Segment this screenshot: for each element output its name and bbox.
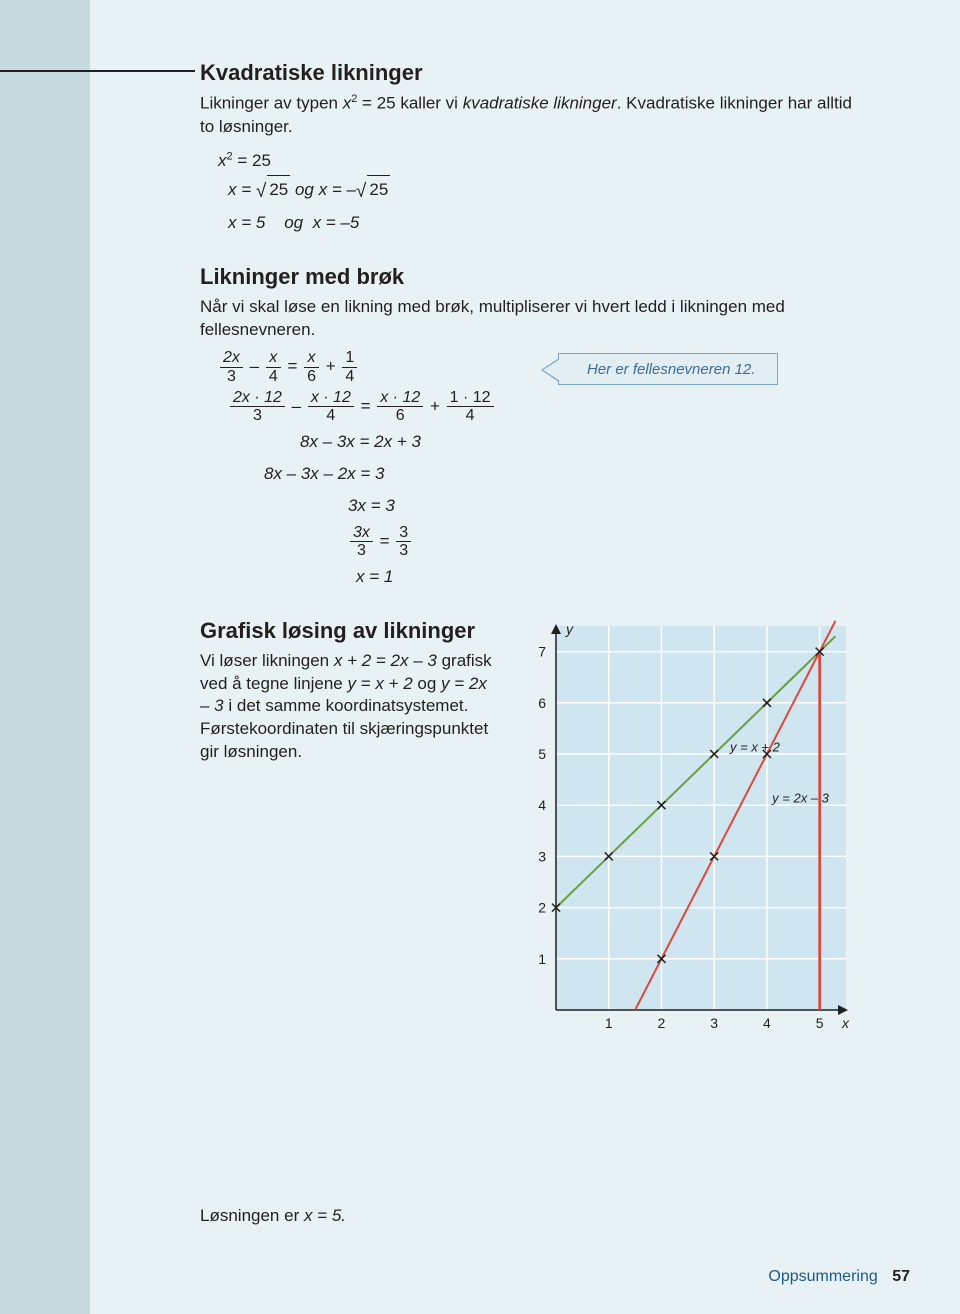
f2d2: 4 <box>308 407 354 425</box>
sec2: Likninger med brøk Når vi skal løse en l… <box>200 264 860 592</box>
svg-text:1: 1 <box>538 950 546 966</box>
f2n3: x · 12 <box>377 389 423 408</box>
svg-text:y: y <box>565 621 574 637</box>
sec2-body: Når vi skal løse en likning med brøk, mu… <box>200 296 860 342</box>
sec3: Grafisk løsing av likninger Vi løser lik… <box>200 618 860 1038</box>
sec2-title: Likninger med brøk <box>200 264 860 290</box>
svg-text:2: 2 <box>538 899 546 915</box>
frac-line-2: 2x · 123 – x · 124 = x · 126 + 1 · 124 <box>228 389 860 425</box>
f1n2: x <box>266 349 281 368</box>
p3c: i det samme koordinatsystemet. <box>224 696 469 715</box>
top-divider <box>0 70 195 72</box>
sec1-m3: x = 5 og x = –5 <box>228 209 860 238</box>
l4: 8x – 3x – 2x = 3 <box>264 460 860 489</box>
f2d3: 6 <box>377 407 423 425</box>
f1n3: x <box>304 349 319 368</box>
svg-text:1: 1 <box>605 1015 613 1031</box>
svg-text:3: 3 <box>710 1015 718 1031</box>
f1d1: 3 <box>220 368 243 386</box>
svg-text:5: 5 <box>816 1015 824 1031</box>
f1d2: 4 <box>266 368 281 386</box>
frac-line-6: 3x3 = 33 <box>348 524 860 560</box>
f6n2: 3 <box>396 524 411 543</box>
solution: Løsningen er x = 5. <box>200 1206 346 1226</box>
p1b: x + 2 = 2x – 3 <box>334 651 437 670</box>
svg-text:7: 7 <box>538 643 546 659</box>
p3a: og <box>413 674 441 693</box>
sec1-text: Likninger av typen <box>200 94 343 113</box>
callout-text: Her er fellesnevneren 12. <box>587 357 755 383</box>
l7: x = 1 <box>356 563 860 592</box>
svg-text:x: x <box>841 1015 850 1031</box>
sec1-body: Likninger av typen x2 = 25 kaller vi kva… <box>200 92 860 139</box>
sqrt-icon-2: √ <box>356 181 366 202</box>
footer: Oppsummering 57 <box>768 1268 910 1286</box>
f1n4: 1 <box>342 349 357 368</box>
m2a: x = <box>228 180 256 199</box>
sec3-p4: Førstekoordinaten til skjæringspunktet g… <box>200 718 500 764</box>
m2c: og x = – <box>290 180 356 199</box>
f2n2: x · 12 <box>308 389 354 408</box>
sec1-term: kvadratiske likninger <box>463 94 617 113</box>
f1d4: 4 <box>342 368 357 386</box>
footer-label: Oppsummering <box>768 1268 877 1285</box>
sol-a: Løsningen er <box>200 1206 304 1225</box>
m2b: 25 <box>267 175 290 205</box>
f2d4: 4 <box>447 407 494 425</box>
svg-text:6: 6 <box>538 694 546 710</box>
svg-text:y = x + 2: y = x + 2 <box>729 739 781 754</box>
sec3-para: Vi løser likningen x + 2 = 2x – 3 grafis… <box>200 650 500 719</box>
footer-page-number: 57 <box>892 1268 910 1285</box>
f2n1: 2x · 12 <box>230 389 285 408</box>
svg-text:y = 2x – 3: y = 2x – 3 <box>771 790 829 805</box>
svg-text:2: 2 <box>658 1015 666 1031</box>
line-chart: 1 2 3 4 5 1 2 3 4 5 6 7 x y y = x + 2 y = 2x – 3 <box>524 618 854 1038</box>
f6n1: 3x <box>350 524 373 543</box>
sec1-eq: = 25 kaller vi <box>357 94 462 113</box>
f1n1: 2x <box>220 349 243 368</box>
sec1-title: Kvadratiske likninger <box>200 60 860 86</box>
sec1-m2: x = √25 og x = –√25 <box>228 175 860 208</box>
sol-b: x = 5. <box>304 1206 346 1225</box>
svg-text:4: 4 <box>538 797 546 813</box>
p1a: Vi løser likningen <box>200 651 334 670</box>
sec2-math: Her er fellesnevneren 12. 2x3 – x4 = x6 … <box>218 349 860 591</box>
f6d1: 3 <box>350 542 373 560</box>
sec1-m1: x2 = 25 <box>218 147 860 176</box>
f6d2: 3 <box>396 542 411 560</box>
sec1-x: x <box>343 94 352 113</box>
callout: Her er fellesnevneren 12. <box>558 353 778 385</box>
f2n4: 1 · 12 <box>447 389 494 408</box>
svg-text:5: 5 <box>538 746 546 762</box>
m1a: x <box>218 151 227 170</box>
svg-text:3: 3 <box>538 848 546 864</box>
l3: 8x – 3x = 2x + 3 <box>300 428 860 457</box>
sec3-text: Grafisk løsing av likninger Vi løser lik… <box>200 618 500 765</box>
p2b: y = x + 2 <box>347 674 412 693</box>
m1b: = 25 <box>233 151 271 170</box>
f1d3: 6 <box>304 368 319 386</box>
l5: 3x = 3 <box>348 492 860 521</box>
m2d: 25 <box>367 175 390 205</box>
sqrt-icon: √ <box>256 181 266 202</box>
f2d1: 3 <box>230 407 285 425</box>
sec3-title: Grafisk løsing av likninger <box>200 618 500 644</box>
sec1-math: x2 = 25 x = √25 og x = –√25 x = 5 og x =… <box>218 147 860 238</box>
content-area: Kvadratiske likninger Likninger av typen… <box>200 60 860 1038</box>
svg-text:4: 4 <box>763 1015 771 1031</box>
